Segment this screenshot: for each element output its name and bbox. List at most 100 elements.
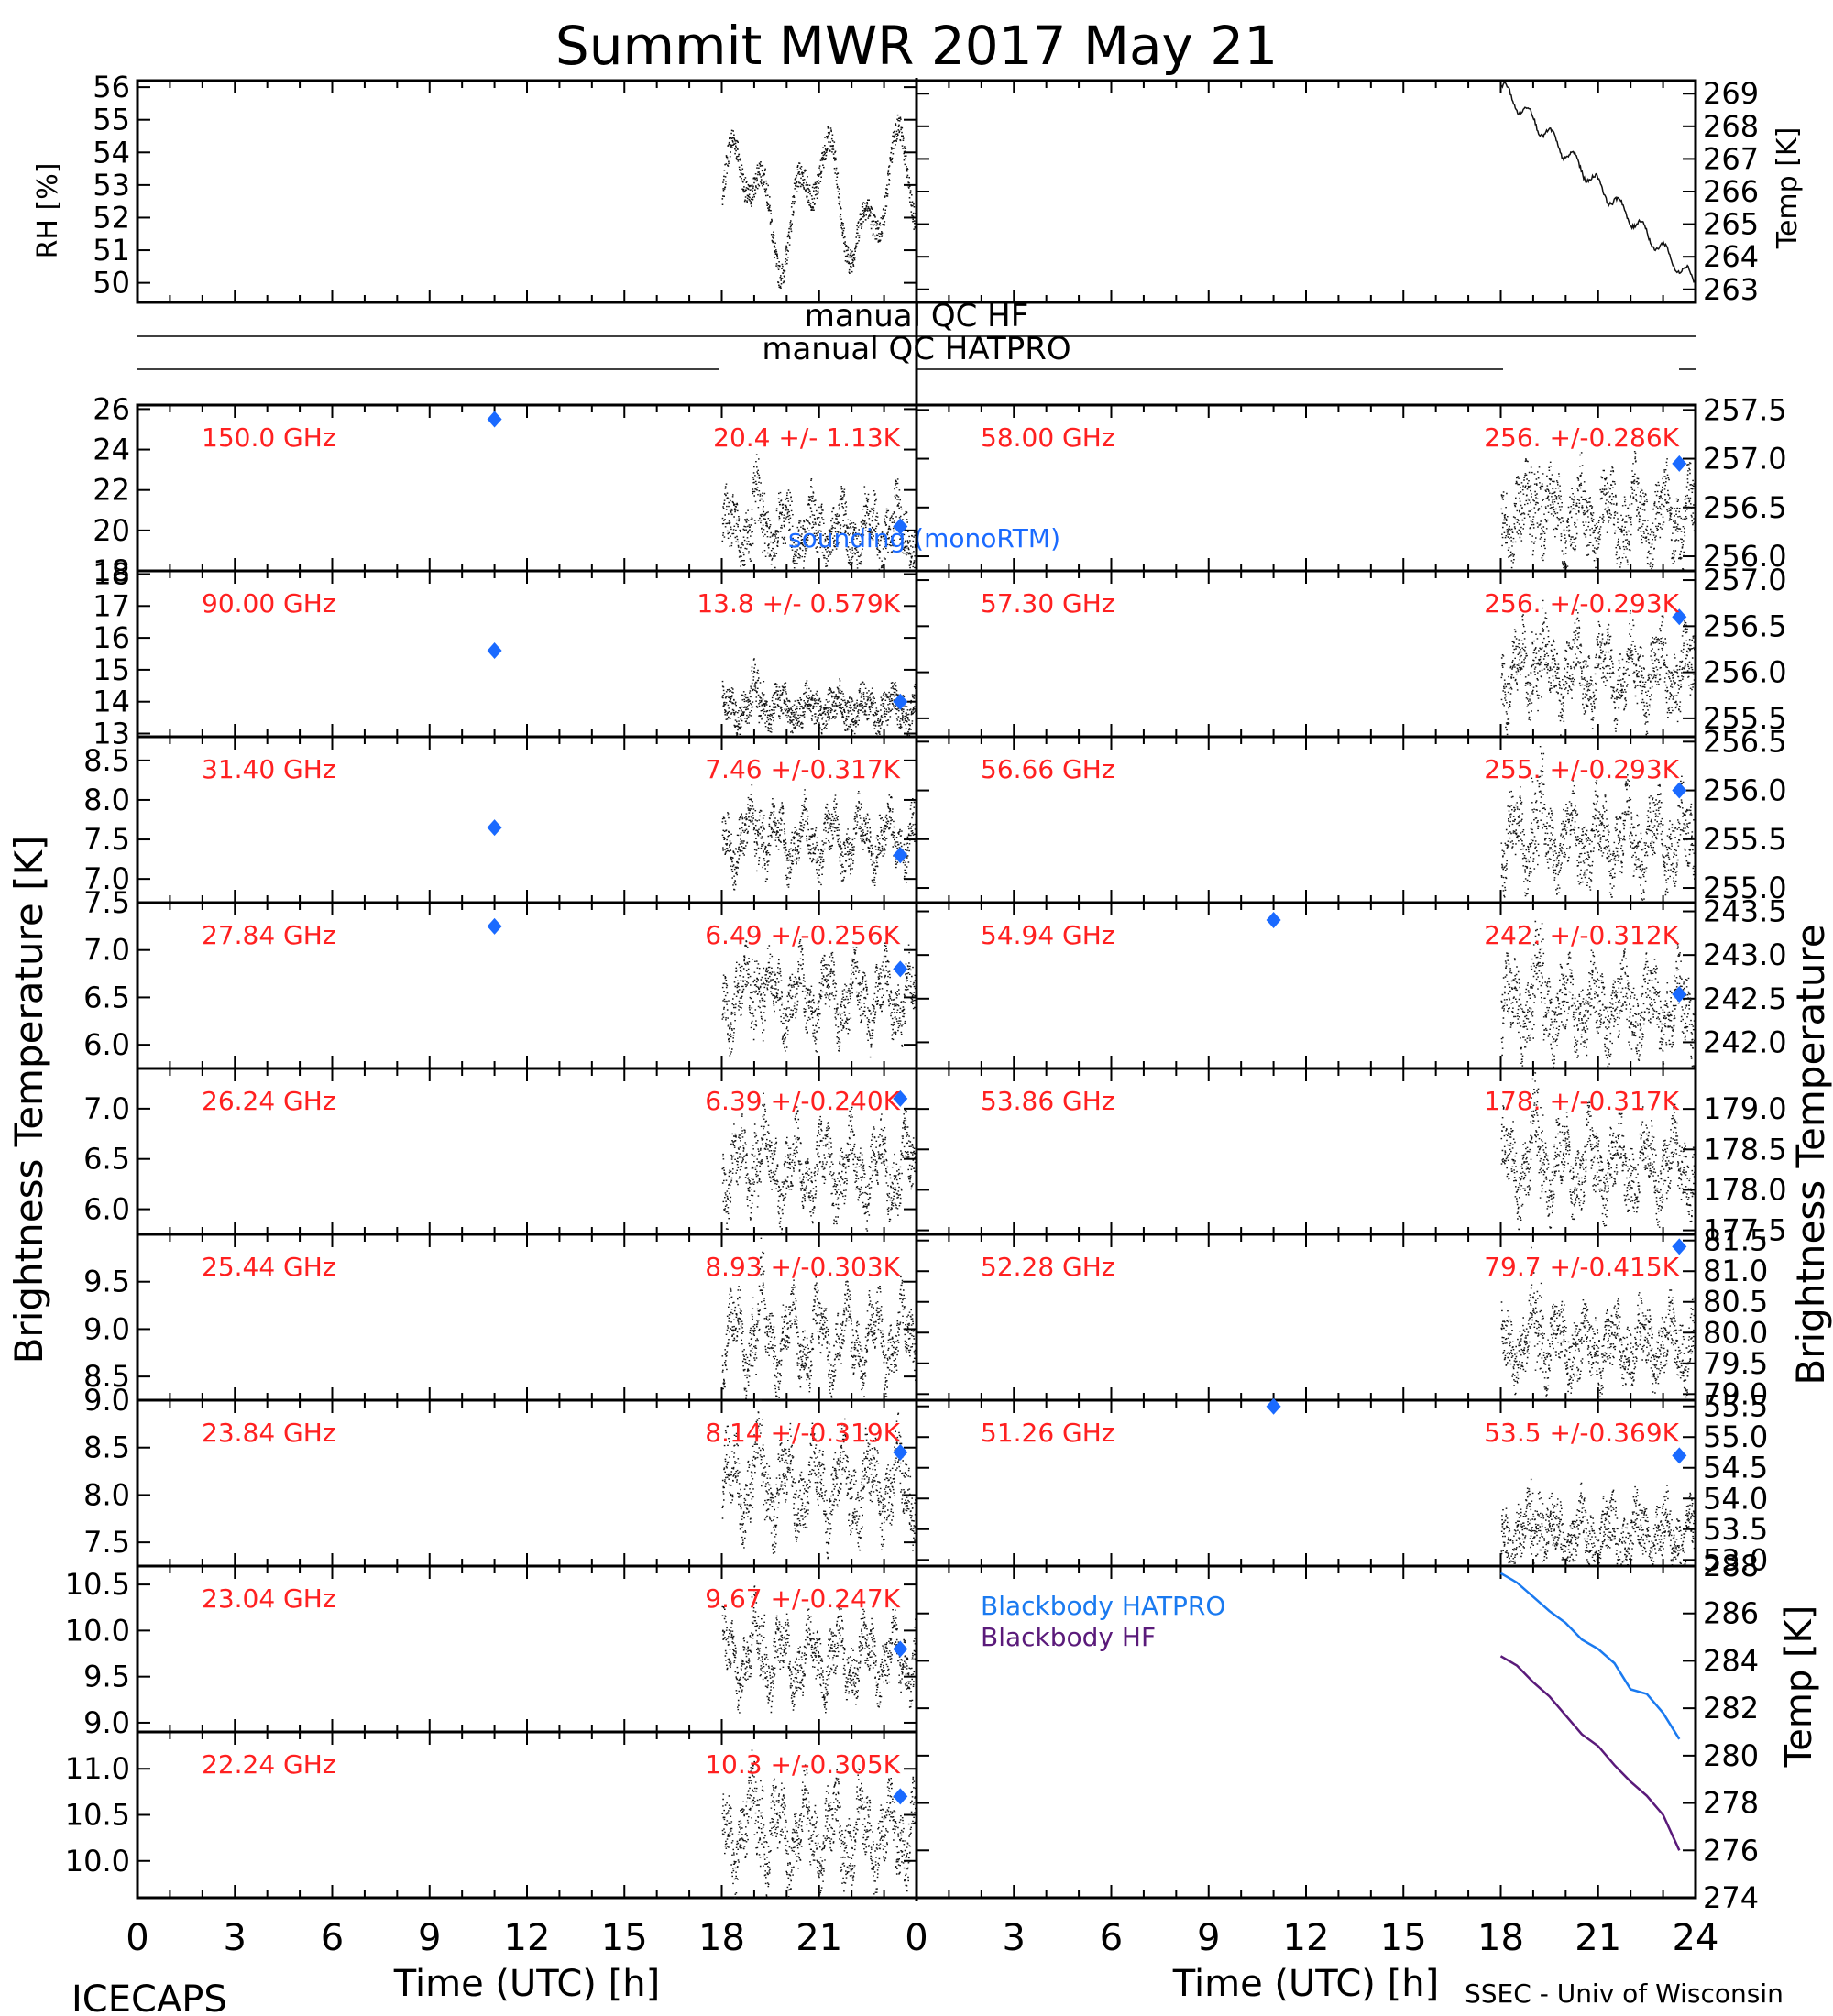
channel-data-points xyxy=(1500,746,1696,904)
y-tick-label: 8.5 xyxy=(83,1430,130,1465)
channel-panel: 55.555.054.554.053.553.0 51.26 GHz 53.5 +/… xyxy=(915,1389,1768,1577)
y-tick-label: 55.5 xyxy=(1703,1389,1768,1424)
channel-stats: 9.67 +/-0.247K xyxy=(705,1583,900,1614)
y-tick-label: 242.0 xyxy=(1703,1024,1787,1059)
y-tick-label: 10.0 xyxy=(65,1613,130,1648)
left-axis-label: Brightness Temperature [K] xyxy=(6,836,51,1364)
y-tick-label: 256.0 xyxy=(1703,539,1787,574)
channel-stats: 6.49 +/-0.256K xyxy=(705,920,900,950)
channel-stats: 20.4 +/- 1.13K xyxy=(713,422,900,453)
blackbody-axis-label: Temp [K] xyxy=(1778,1605,1820,1769)
channel-panel: 81.581.080.580.079.579.0 52.28 GHz 79.7 +/… xyxy=(915,1223,1768,1411)
channel-data-points xyxy=(721,939,916,1058)
x-axis-label-right: Time (UTC) [h] xyxy=(1172,1963,1439,2005)
channel-label: 23.04 GHz xyxy=(202,1583,336,1614)
channel-stats: 242. +/-0.312K xyxy=(1484,920,1679,950)
channel-data-points xyxy=(721,1237,916,1401)
channel-panel: 257.5 257.0 256.5 256.0 58.00 GHz 256. +/-0.2… xyxy=(915,392,1787,574)
y-tick-label: 177.5 xyxy=(1703,1213,1787,1248)
channel-panel: 179.0 178.5 178.0 177.5 53.86 GHz 178. +/-0.3… xyxy=(915,1067,1787,1248)
y-tick-label: 288 xyxy=(1703,1549,1759,1583)
channel-stats: 8.93 +/-0.303K xyxy=(705,1252,900,1282)
y-tick-label: 10.5 xyxy=(65,1798,130,1833)
channel-data-points xyxy=(1500,1071,1696,1231)
channel-stats: 178. +/-0.317K xyxy=(1484,1086,1679,1116)
x-tick-label: 9 xyxy=(418,1917,441,1959)
y-tick-label: 265 xyxy=(1703,207,1759,242)
channel-stats: 10.3 +/-0.305K xyxy=(705,1749,900,1780)
y-tick-label: 80.5 xyxy=(1703,1285,1768,1320)
y-tick-label: 8.0 xyxy=(83,1477,130,1512)
y-tick-label: 18 xyxy=(93,553,130,588)
channel-stats: 13.8 +/- 0.579K xyxy=(697,588,900,619)
y-tick-label: 178.5 xyxy=(1703,1132,1787,1167)
channel-data-points xyxy=(1500,599,1696,738)
y-tick-label: 7.0 xyxy=(83,861,130,896)
channel-panels: 26 24 22 20 18 150.0 GHz 20.4 +/- 1.13K 1817161… xyxy=(65,391,1787,1900)
y-tick-label: 8.5 xyxy=(83,743,130,778)
y-tick-label: 56 xyxy=(93,70,130,104)
y-tick-label: 284 xyxy=(1703,1643,1759,1678)
channel-label: 26.24 GHz xyxy=(202,1086,336,1116)
y-tick-label: 51 xyxy=(93,233,130,268)
channel-label: 90.00 GHz xyxy=(202,588,336,619)
channel-data-points xyxy=(1500,920,1696,1068)
y-tick-label: 256.0 xyxy=(1703,655,1787,690)
x-tick-labels: 0 3 6 9 12 15 18 21 0 3 6 9 12 15 18 21 24 xyxy=(126,1917,1718,1959)
blackbody-ticks: 288 286 284 282 280 278 276 274 xyxy=(915,1549,1759,1915)
y-tick-label: 80.0 xyxy=(1703,1315,1768,1350)
y-tick-label: 9.5 xyxy=(83,1265,130,1299)
y-tick-label: 53.5 xyxy=(1703,1512,1768,1547)
y-tick-label: 8.5 xyxy=(83,1359,130,1394)
y-tick-label: 9.0 xyxy=(83,1705,130,1740)
ssec-credit: SSEC - Univ of Wisconsin xyxy=(1465,1978,1784,2009)
channel-label: 22.24 GHz xyxy=(202,1749,336,1780)
channel-panel: 7.0 6.5 6.0 26.24 GHz 6.39 +/-0.240K xyxy=(83,1067,918,1236)
channel-panel: 10.5 10.0 9.5 9.0 23.04 GHz 9.67 +/-0.247K xyxy=(65,1564,918,1740)
x-tick-label: 6 xyxy=(1100,1917,1123,1959)
channel-stats: 53.5 +/-0.369K xyxy=(1484,1418,1679,1448)
met-data xyxy=(721,81,1695,290)
channel-label: 31.40 GHz xyxy=(202,754,336,784)
channel-data-points xyxy=(721,1092,916,1233)
y-tick-label: 263 xyxy=(1703,272,1759,307)
sounding-point xyxy=(1672,608,1687,626)
y-tick-label: 7.0 xyxy=(83,1091,130,1126)
y-tick-label: 9.0 xyxy=(83,1311,130,1346)
legend-blackbody-hatpro: Blackbody HATPRO xyxy=(981,1591,1225,1621)
y-tick-label: 81.5 xyxy=(1703,1223,1768,1258)
x-tick-label: 12 xyxy=(504,1917,551,1959)
y-tick-label: 257.0 xyxy=(1703,563,1787,597)
y-tick-label: 6.0 xyxy=(83,1027,130,1062)
figure-title: Summit MWR 2017 May 21 xyxy=(555,15,1278,77)
x-tick-label: 21 xyxy=(796,1917,842,1959)
channel-panel: 9.5 9.0 8.5 25.44 GHz 8.93 +/-0.303K xyxy=(83,1233,918,1402)
channel-label: 25.44 GHz xyxy=(202,1252,336,1282)
sounding-point xyxy=(487,411,502,428)
x-tick-label: 21 xyxy=(1575,1917,1621,1959)
y-tick-label: 255.0 xyxy=(1703,871,1787,905)
y-tick-label: 16 xyxy=(93,620,130,655)
y-tick-label: 8.0 xyxy=(83,783,130,817)
rh-axis-label: RH [%] xyxy=(32,163,64,259)
sounding-point xyxy=(1266,1397,1281,1415)
y-tick-label: 278 xyxy=(1703,1786,1759,1821)
y-tick-label: 256.0 xyxy=(1703,773,1787,808)
y-tick-label: 286 xyxy=(1703,1596,1759,1631)
channel-panel: 8.5 8.0 7.5 7.0 31.40 GHz 7.46 +/-0.317K xyxy=(83,735,918,904)
x-tick-label: 0 xyxy=(905,1917,927,1959)
blackbody-hatpro-line xyxy=(1499,1572,1681,1740)
y-tick-label: 11.0 xyxy=(65,1751,130,1786)
channel-panel: 9.0 8.5 8.0 7.5 23.84 GHz 8.14 +/-0.319K xyxy=(83,1383,918,1568)
icecaps-label: ICECAPS xyxy=(71,1978,227,2016)
sounding-point xyxy=(893,693,908,710)
y-tick-label: 243.5 xyxy=(1703,894,1787,929)
sounding-point xyxy=(487,819,502,837)
y-tick-label: 18 xyxy=(93,556,130,591)
y-tick-label: 242.5 xyxy=(1703,981,1787,1016)
y-tick-label: 7.5 xyxy=(83,822,130,857)
temp-line xyxy=(1499,81,1695,283)
channel-stats: 256. +/-0.293K xyxy=(1484,588,1679,619)
y-tick-label: 26 xyxy=(93,391,130,426)
